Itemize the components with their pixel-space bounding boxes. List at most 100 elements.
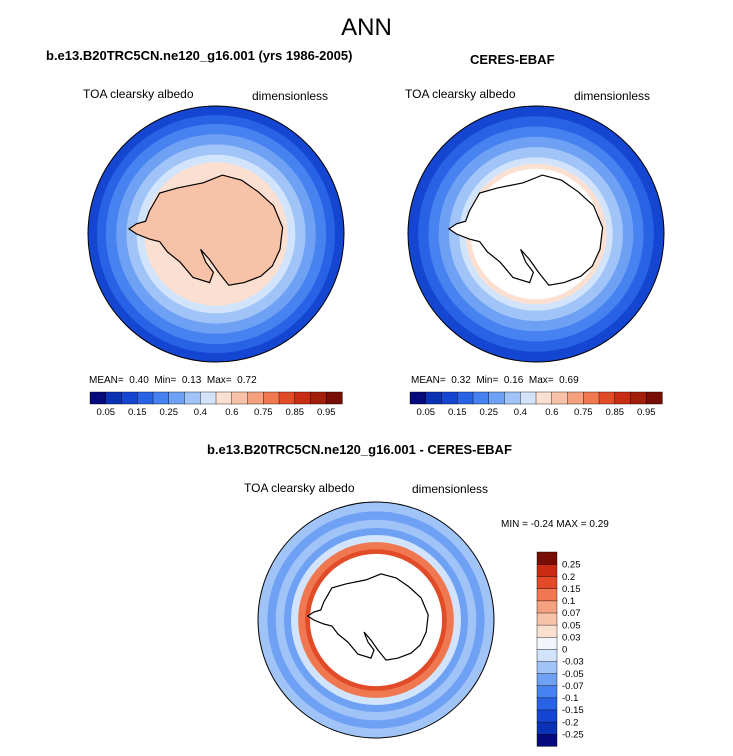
panel3-colorbar-tick-label-3: -0.1 [562,693,578,704]
panel3-map-continent-fill [307,573,429,661]
panel2-colorbar-swatch-9 [551,391,569,405]
panel2-variable-label: TOA clearsky albedo [405,87,516,101]
panel2-colorbar-tick-label-0: 0.05 [417,407,436,418]
panel3-colorbar-swatch-6 [536,660,558,674]
panel3-colorbar-tick-label-14: 0.25 [562,560,581,571]
panel3-colorbar-tick-label-6: -0.03 [562,657,584,668]
panel1-map-coastline [127,174,284,286]
panel2-colorbar-tick-label-5: 0.75 [574,407,593,418]
panel2-colorbar-swatch-10 [567,391,584,405]
panel2-colorbar-tick-label-6: 0.85 [606,407,625,418]
panel3-units-label: dimensionless [412,482,489,496]
panel1-colorbar-swatch-11 [263,391,280,405]
panel2-min-value: 0.16 [503,375,524,386]
panel1-colorbar-tick-label-7: 0.95 [317,407,336,418]
panel2-colorbar-swatch-14 [630,391,647,405]
panel3-colorbar-swatch-13 [536,576,558,589]
panel2-colorbar-tick-label-1: 0.15 [448,407,467,418]
panel1-colorbar: 0.05 0.15 0.25 0.4 0.6 0.75 0.85 0.95 [89,391,343,418]
panel3-colorbar-tick-label-13: 0.2 [562,572,575,583]
panel3-colorbar-swatch-15 [536,551,558,565]
panel3-colorbar-tick-label-11: 0.1 [562,596,575,607]
panel3-map-coastline [306,573,429,661]
panel3-colorbar-swatch-7 [536,648,558,662]
panel3-colorbar-swatch-14 [536,563,558,577]
panel2-colorbar-swatch-2 [441,391,458,405]
panel2-colorbar-swatch-13 [614,391,632,405]
panel3-colorbar-tick-label-1: -0.2 [562,717,578,728]
panel2-colorbar-swatch-5 [488,391,506,405]
panel3-colorbar-tick-label-7: 0 [562,645,567,656]
panel3-colorbar-tick-label-10: 0.07 [562,608,581,619]
panel2-colorbar-swatch-3 [457,391,474,405]
panel1-title: b.e13.B20TRC5CN.ne120_g16.001 (yrs 1986-… [46,48,353,63]
panel2-colorbar: 0.05 0.15 0.25 0.4 0.6 0.75 0.85 0.95 [409,391,663,418]
panel1-variable-label: TOA clearsky albedo [83,87,194,101]
panel2-colorbar-swatch-6 [504,391,521,405]
panel1-colorbar-swatch-2 [121,391,138,405]
panel1-colorbar-tick-label-4: 0.6 [225,407,238,418]
panel3-colorbar-swatch-2 [536,709,558,723]
panel1-colorbar-swatch-13 [294,391,312,405]
panel3-colorbar: -0.25-0.2-0.15-0.1-0.07-0.05-0.0300.030.… [536,551,584,747]
panel3-colorbar-swatch-10 [536,612,558,626]
panel1-max-value: 0.72 [237,375,257,386]
panel1-colorbar-swatch-1 [105,391,123,405]
panel3-min-max: MIN = -0.24 MAX = 0.29 [501,519,609,530]
panel2-title: CERES-EBAF [470,52,555,67]
panel1-colorbar-swatch-7 [200,391,217,405]
panel1-units-label: dimensionless [252,89,329,103]
panel1-colorbar-swatch-3 [137,391,154,405]
panel2-map-continent-fill [449,175,603,286]
panel2-map-coastline [447,174,604,286]
panel3-title: b.e13.B20TRC5CN.ne120_g16.001 - CERES-EB… [207,442,512,457]
panel2-colorbar-swatch-1 [425,391,443,405]
panel2-colorbar-tick-label-4: 0.6 [545,407,558,418]
panel3-colorbar-swatch-12 [536,588,558,602]
panel3-polar-map [257,501,495,739]
panel1-colorbar-swatch-8 [215,391,233,405]
panel2-polar-map [407,105,665,363]
panel1-colorbar-swatch-6 [184,391,201,405]
panel2-stats: MEAN= 0.32 Min= 0.16 Max= 0.69 [411,375,579,386]
panel3-colorbar-tick-label-4: -0.07 [562,681,584,692]
panel2-colorbar-tick-label-3: 0.4 [514,407,527,418]
panel2-colorbar-tick-label-7: 0.95 [637,407,656,418]
panel2-colorbar-swatch-15 [646,391,663,405]
panel2-colorbar-swatch-0 [409,391,427,405]
panel2-map-border [407,105,665,363]
panel1-stats: MEAN= 0.40 Min= 0.13 Max= 0.72 [89,375,257,386]
panel1-colorbar-tick-label-6: 0.85 [286,407,305,418]
panel2-colorbar-swatch-11 [583,391,600,405]
panel3-colorbar-swatch-3 [536,697,558,711]
panel1-colorbar-swatch-15 [326,391,343,405]
panel2-colorbar-swatch-7 [520,391,537,405]
panel1-colorbar-swatch-10 [247,391,264,405]
panel3-colorbar-tick-label-5: -0.05 [562,669,584,680]
panel3-colorbar-tick-label-8: 0.03 [562,632,581,643]
panel3-colorbar-swatch-5 [536,673,558,687]
panel1-colorbar-swatch-5 [168,391,186,405]
panel3-colorbar-swatch-0 [536,733,558,747]
panel1-min-value: 0.13 [181,375,202,386]
figure-title: ANN [341,14,392,41]
panel1-colorbar-tick-label-2: 0.25 [160,407,179,418]
panel3-colorbar-swatch-4 [536,685,558,699]
panel1-polar-map [87,105,345,363]
panel2-colorbar-swatch-12 [598,391,616,405]
panel3-colorbar-tick-label-12: 0.15 [562,584,581,595]
panel3-colorbar-swatch-1 [536,721,558,735]
panel3-colorbar-swatch-8 [536,636,558,650]
panel3-variable-label: TOA clearsky albedo [244,481,355,495]
panel2-units-label: dimensionless [574,89,651,103]
panel3-colorbar-swatch-11 [536,600,558,614]
panel1-colorbar-tick-label-1: 0.15 [128,407,147,418]
panel1-map-continent-fill [129,175,283,286]
panel2-colorbar-swatch-4 [472,391,490,405]
panel2-colorbar-swatch-8 [535,391,553,405]
panel1-colorbar-tick-label-5: 0.75 [254,407,272,418]
panel1-colorbar-swatch-4 [152,391,170,405]
panel3-colorbar-tick-label-2: -0.15 [562,705,584,716]
panel1-colorbar-tick-label-3: 0.4 [194,407,207,418]
panel1-map-border [87,105,345,363]
